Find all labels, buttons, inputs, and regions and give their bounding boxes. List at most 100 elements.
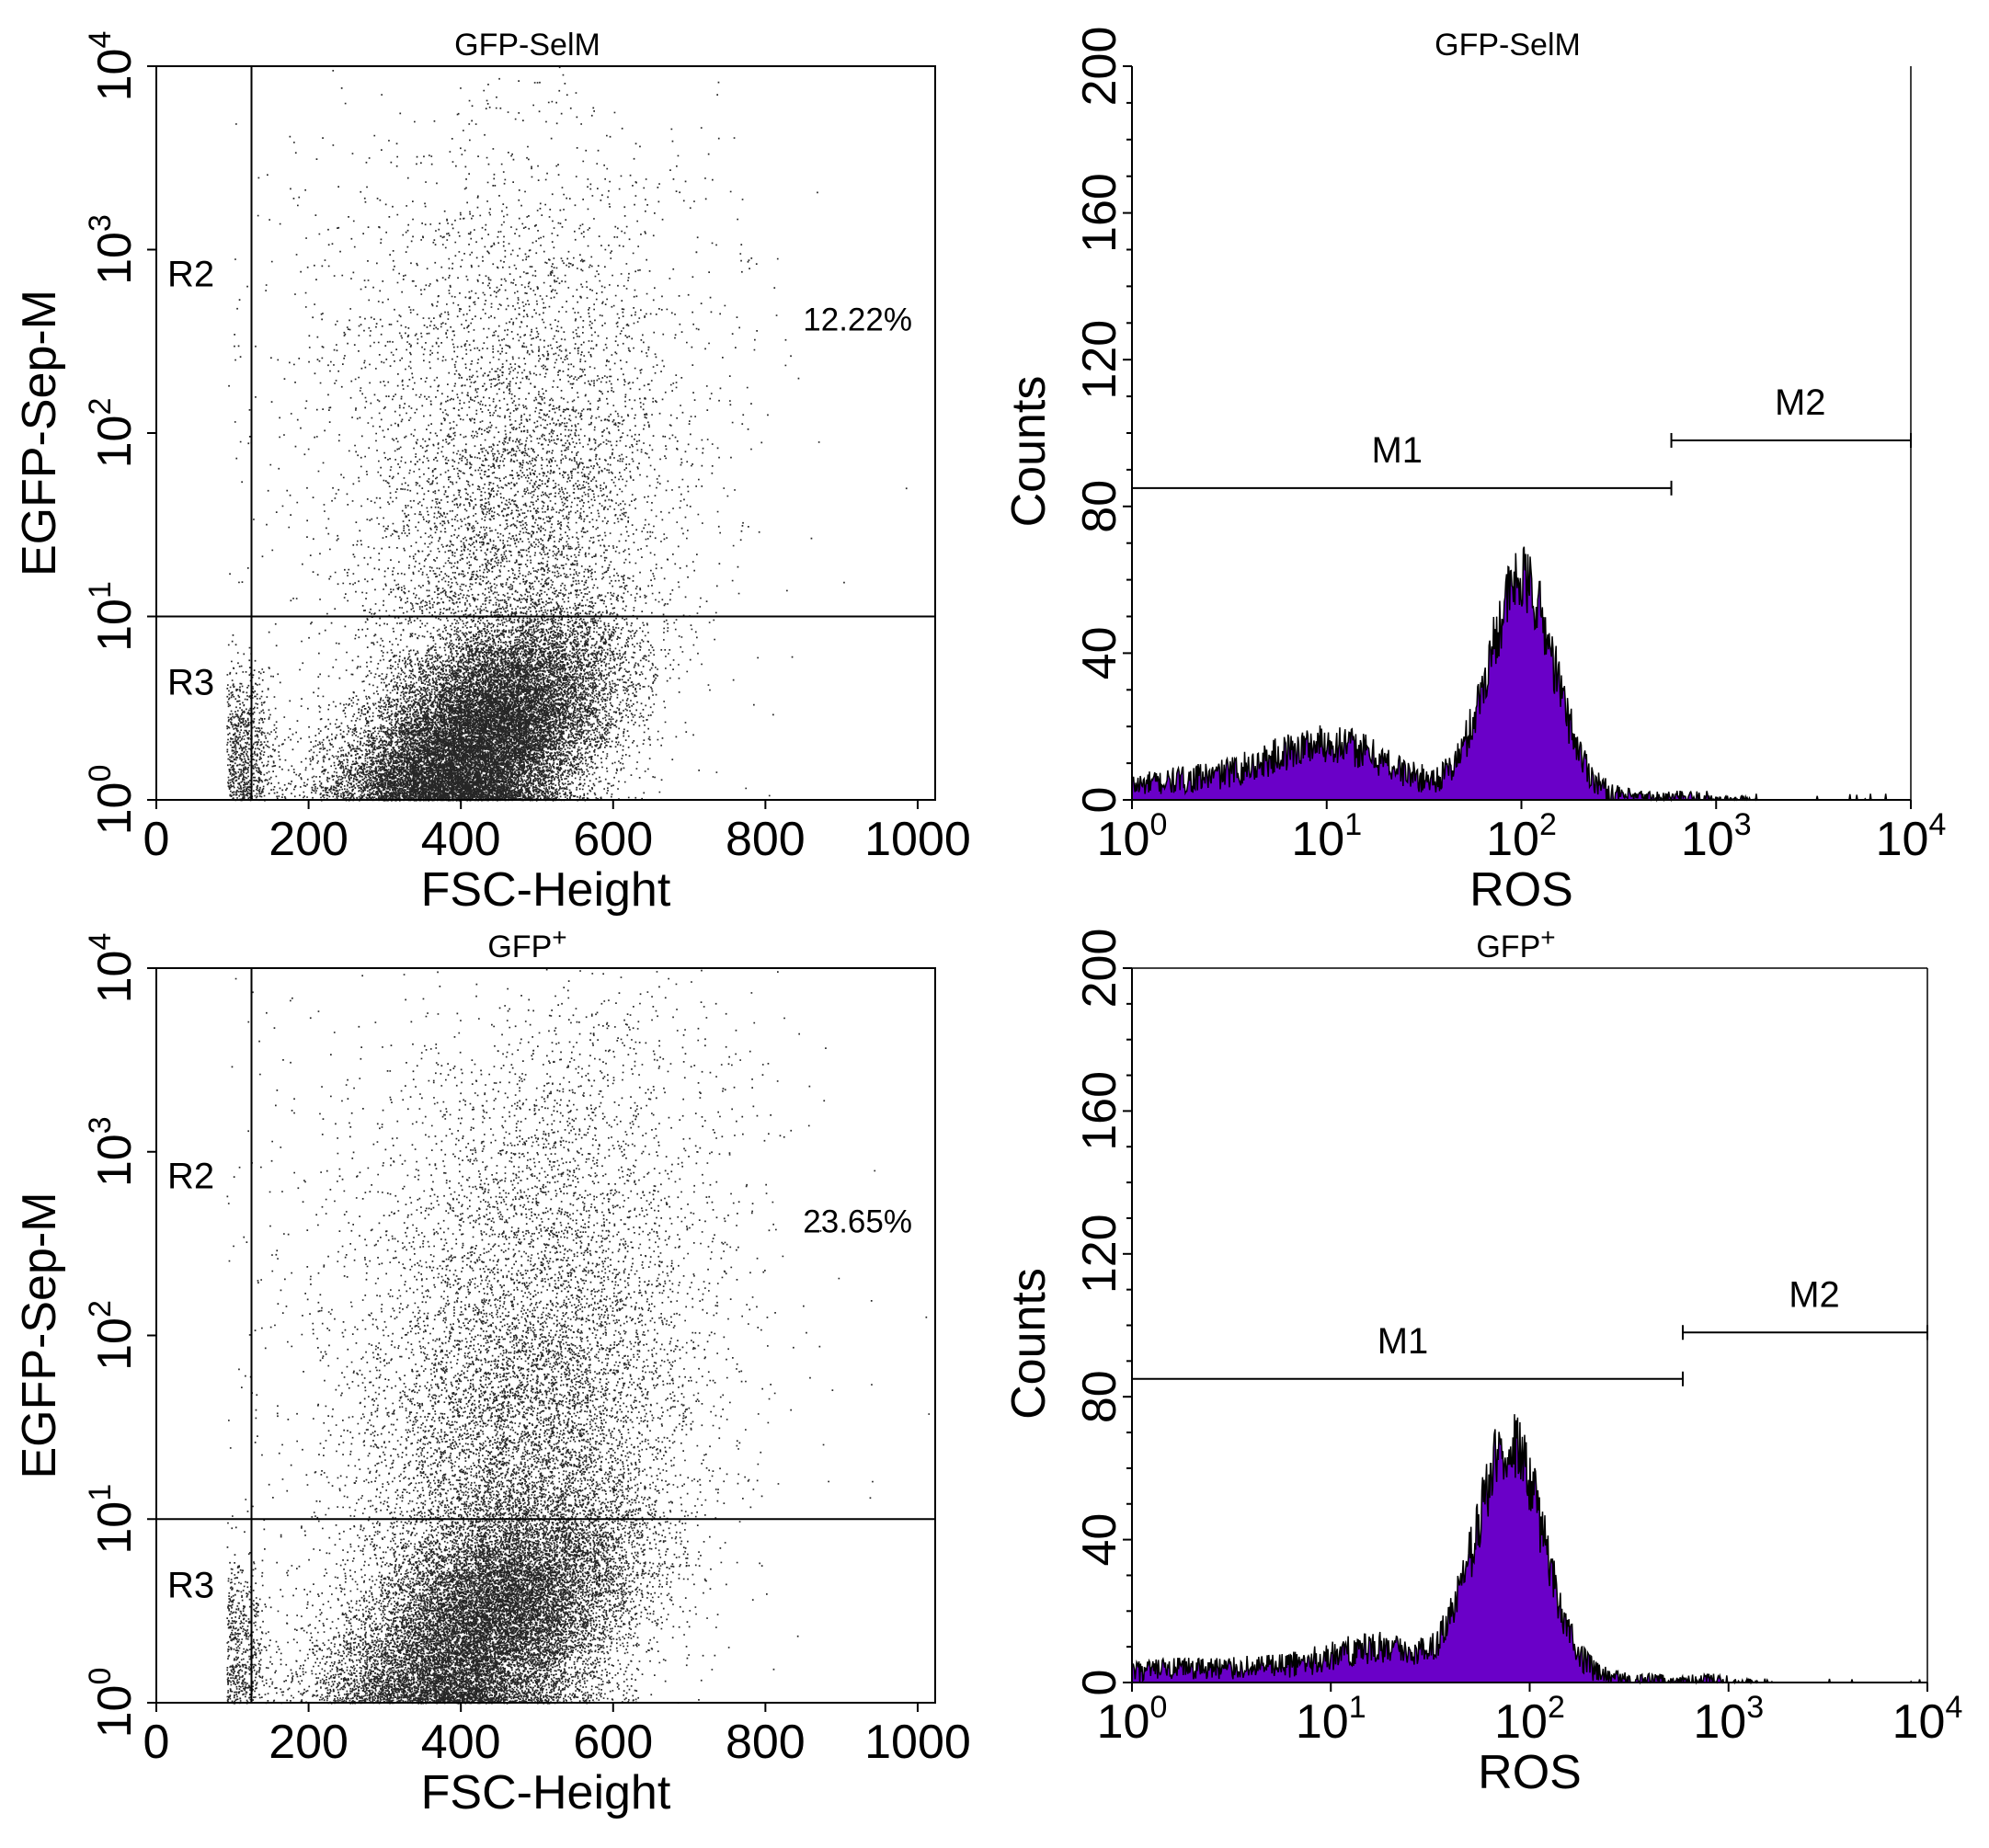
svg-text:104: 104: [1876, 807, 1947, 866]
y-axis-label-group: EGFP-Sep-M: [13, 1192, 66, 1478]
x-tick-label: 102: [1486, 807, 1557, 866]
y-tick-label: 120: [1073, 1214, 1126, 1294]
x-axis-label: ROS: [1469, 863, 1573, 917]
y-tick-label-group: 0: [1073, 1670, 1126, 1696]
y-axis-label-group: EGFP-Sep-M: [13, 290, 66, 576]
svg-text:101: 101: [83, 1484, 142, 1555]
y-axis-label: Counts: [1002, 376, 1056, 528]
histogram-panel-2: 0 40 80 120 160 200 100 101 102 103 104 ROS Counts GF…: [1002, 27, 1946, 917]
svg-text:104: 104: [83, 933, 142, 1004]
x-tick-label: 200: [269, 813, 349, 866]
y-tick-label: 104: [83, 31, 142, 102]
scatter-points: [226, 968, 931, 1705]
panel-title: GFP+: [487, 923, 566, 964]
percent-label: 23.65%: [803, 1204, 912, 1240]
svg-text:103: 103: [1681, 807, 1752, 866]
svg-text:100: 100: [1097, 807, 1168, 866]
x-tick-label: 1000: [864, 813, 971, 866]
x-axis-label: ROS: [1478, 1746, 1582, 1799]
svg-text:102: 102: [1494, 1690, 1565, 1749]
marker-label-m2: M2: [1789, 1274, 1840, 1315]
x-tick-label: 400: [421, 813, 501, 866]
svg-text:100: 100: [1097, 1690, 1168, 1749]
svg-text:100: 100: [83, 765, 142, 836]
y-tick-label: 200: [1073, 929, 1126, 1009]
marker-label-m2: M2: [1775, 382, 1826, 423]
y-tick-label: 103: [83, 1116, 142, 1187]
plot-frame: [155, 967, 936, 1704]
panel-title: GFP-SelM: [454, 28, 600, 63]
x-tick-label: 400: [421, 1716, 501, 1769]
y-axis-label-group: Counts: [1002, 376, 1056, 528]
y-tick-label: 102: [83, 398, 142, 469]
y-tick-label-group: 200: [1073, 27, 1126, 107]
y-tick-label: 120: [1073, 320, 1126, 400]
x-tick-label: 103: [1693, 1690, 1764, 1749]
x-tick-label: 600: [573, 813, 653, 866]
panel-title: GFP+: [1476, 923, 1555, 964]
x-axis-label: FSC-Height: [421, 1766, 671, 1819]
svg-text:103: 103: [1693, 1690, 1764, 1749]
scatter-points: [226, 66, 908, 802]
svg-text:103: 103: [83, 1116, 142, 1187]
histogram-area: [1131, 1414, 1927, 1685]
x-tick-label: 1000: [864, 1716, 971, 1769]
y-tick-label: 100: [83, 1668, 142, 1739]
y-tick-label-group: 40: [1073, 1513, 1126, 1567]
y-tick-label: 80: [1073, 480, 1126, 533]
region-label-r3: R3: [167, 663, 214, 703]
y-tick-label-group: 120: [1073, 1214, 1126, 1294]
svg-text:104: 104: [1892, 1690, 1963, 1749]
x-axis-label: FSC-Height: [421, 863, 671, 917]
marker-label-m1: M1: [1377, 1321, 1429, 1362]
x-tick-label: 200: [269, 1716, 349, 1769]
y-axis-label: EGFP-Sep-M: [13, 290, 66, 576]
scatter-dots: [226, 66, 908, 802]
y-tick-label-group: 80: [1073, 1370, 1126, 1423]
y-tick-label: 101: [83, 581, 142, 652]
y-axis-label: Counts: [1002, 1268, 1056, 1420]
x-tick-label: 800: [726, 813, 806, 866]
scatter-panel-3: 0 200 400 600 800 1000 100 101 102 103 104 FSC-Heig…: [13, 923, 971, 1819]
y-tick-label-group: 160: [1073, 1071, 1126, 1151]
x-tick-label: 104: [1892, 1690, 1963, 1749]
scatter-dots: [226, 968, 931, 1705]
svg-text:100: 100: [83, 1668, 142, 1739]
svg-text:104: 104: [83, 31, 142, 102]
scatter-panel-1: 0 200 400 600 800 1000 100 101 102 103 104 FSC-Heig…: [13, 28, 971, 917]
x-tick-label: 0: [143, 813, 170, 866]
y-tick-label: 103: [83, 214, 142, 285]
y-tick-label: 0: [1073, 787, 1126, 814]
x-tick-label: 102: [1494, 1690, 1565, 1749]
y-tick-label: 200: [1073, 27, 1126, 107]
marker-label-m1: M1: [1371, 430, 1423, 471]
y-tick-label: 104: [83, 933, 142, 1004]
x-tick-label: 101: [1296, 1690, 1366, 1749]
x-tick-label: 0: [143, 1716, 170, 1769]
region-label-r2: R2: [167, 254, 214, 294]
y-tick-label-group: 160: [1073, 173, 1126, 253]
y-tick-label-group: 0: [1073, 787, 1126, 814]
y-tick-label: 101: [83, 1484, 142, 1555]
y-tick-label: 0: [1073, 1670, 1126, 1696]
y-tick-label: 80: [1073, 1370, 1126, 1423]
x-tick-label: 800: [726, 1716, 806, 1769]
x-tick-label: 101: [1291, 807, 1362, 866]
y-tick-label: 102: [83, 1300, 142, 1371]
svg-text:101: 101: [1291, 807, 1362, 866]
y-tick-label: 100: [83, 765, 142, 836]
svg-text:102: 102: [1486, 807, 1557, 866]
x-tick-label: 100: [1097, 1690, 1168, 1749]
region-label-r2: R2: [167, 1157, 214, 1197]
region-label-r3: R3: [167, 1565, 214, 1605]
y-tick-label-group: 200: [1073, 929, 1126, 1009]
panel-title: GFP-SelM: [1435, 28, 1581, 63]
svg-text:103: 103: [83, 214, 142, 285]
svg-text:101: 101: [1296, 1690, 1366, 1749]
y-tick-label: 160: [1073, 1071, 1126, 1151]
x-tick-label: 104: [1876, 807, 1947, 866]
histogram-panel-4: 0 40 80 120 160 200 100 101 102 103 104 ROS Counts GF…: [1002, 923, 1962, 1799]
y-tick-label: 40: [1073, 626, 1126, 679]
x-tick-label: 600: [573, 1716, 653, 1769]
